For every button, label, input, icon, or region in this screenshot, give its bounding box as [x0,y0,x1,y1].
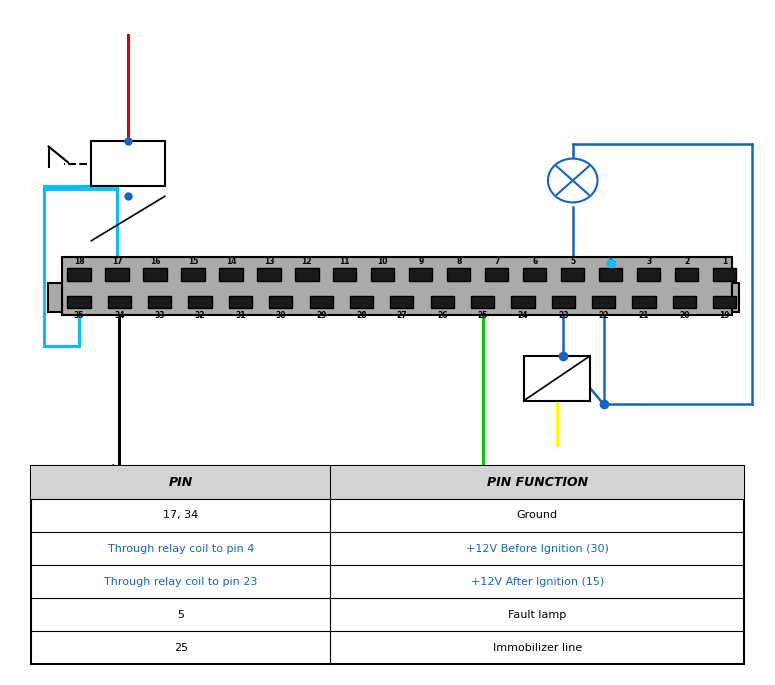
Text: 1: 1 [722,257,727,266]
Bar [257,269,281,281]
Bar [673,296,696,308]
Bar [485,269,508,281]
Bar [105,269,129,281]
Bar [181,269,205,281]
Text: 17, 34: 17, 34 [163,510,198,521]
Text: 21: 21 [639,310,649,319]
Text: 30: 30 [276,310,286,319]
Bar [143,269,167,281]
Bar [524,356,590,401]
Text: 35: 35 [74,310,84,319]
Text: +12V After Ignition (15): +12V After Ignition (15) [470,577,604,586]
Bar [31,466,744,499]
Text: 5: 5 [177,610,184,620]
Bar [713,296,736,308]
Bar [333,269,356,281]
Text: 22: 22 [598,310,609,319]
Text: Through relay coil to pin 4: Through relay coil to pin 4 [108,544,254,553]
Bar [219,269,243,281]
Text: Through relay coil to pin 23: Through relay coil to pin 23 [104,577,257,586]
Text: 28: 28 [356,310,367,319]
Bar [148,296,171,308]
Bar [632,296,656,308]
Text: PIN FUNCTION: PIN FUNCTION [487,476,587,489]
Text: 17: 17 [112,257,122,266]
Bar [91,141,165,186]
Text: 24: 24 [518,310,528,319]
Text: 25: 25 [477,310,487,319]
Bar [552,296,575,308]
Text: 26: 26 [437,310,447,319]
Text: 13: 13 [264,257,274,266]
Bar [512,296,535,308]
Bar [309,296,332,308]
Bar [229,296,252,308]
Bar [409,269,432,281]
Text: 34: 34 [114,310,125,319]
Bar [447,269,470,281]
Text: 3: 3 [646,257,651,266]
Text: 7: 7 [494,257,499,266]
Text: 23: 23 [558,310,569,319]
Text: 16: 16 [150,257,160,266]
Bar [592,296,615,308]
Text: 5: 5 [570,257,575,266]
Bar [188,296,212,308]
Text: 27: 27 [397,310,407,319]
Bar [67,296,91,308]
Text: 20: 20 [679,310,690,319]
Circle shape [548,159,598,203]
Bar [675,269,698,281]
Bar [561,269,584,281]
Text: 6: 6 [532,257,537,266]
Bar [108,296,131,308]
Bar [523,269,546,281]
Bar [732,283,739,312]
Text: 10: 10 [377,257,388,266]
Bar [637,269,660,281]
Bar [62,257,732,315]
Text: Immobilizer line: Immobilizer line [493,643,582,653]
Text: 4: 4 [608,257,613,266]
Bar [269,296,292,308]
Text: 33: 33 [154,310,165,319]
Bar [31,466,744,664]
Text: 19: 19 [719,310,730,319]
Bar [599,269,622,281]
Text: 25: 25 [174,643,188,653]
Bar [350,296,373,308]
Text: 14: 14 [226,257,236,266]
Bar [295,269,319,281]
Text: 2: 2 [684,257,689,266]
Text: 12: 12 [301,257,312,266]
Text: Fault lamp: Fault lamp [508,610,567,620]
Text: +12V Before Ignition (30): +12V Before Ignition (30) [466,544,608,553]
Text: 11: 11 [339,257,350,266]
Bar [713,269,736,281]
Text: 18: 18 [74,257,84,266]
Text: 29: 29 [316,310,326,319]
Text: 15: 15 [188,257,198,266]
Text: 8: 8 [456,257,461,266]
Bar [371,269,394,281]
Text: 32: 32 [195,310,205,319]
Bar [67,269,91,281]
Bar [431,296,454,308]
Text: Ground: Ground [517,510,558,521]
Bar [48,283,62,312]
Bar [390,296,414,308]
Text: 31: 31 [235,310,246,319]
Text: PIN: PIN [169,476,193,489]
Bar [471,296,494,308]
Text: 9: 9 [418,257,423,266]
